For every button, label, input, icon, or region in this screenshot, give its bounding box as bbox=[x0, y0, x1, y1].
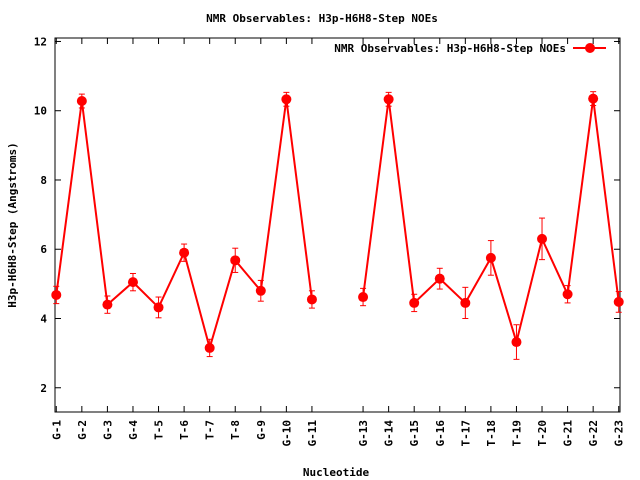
x-tick-label: G-16 bbox=[434, 420, 447, 447]
x-tick-label: T-6 bbox=[178, 420, 191, 440]
x-tick-label: T-7 bbox=[204, 420, 217, 440]
x-tick-label: T-19 bbox=[510, 420, 523, 447]
data-point bbox=[102, 299, 113, 310]
x-tick-label: G-23 bbox=[613, 420, 626, 447]
x-axis-label: Nucleotide bbox=[303, 466, 370, 479]
x-tick-label: G-1 bbox=[50, 420, 63, 440]
x-tick-label: G-2 bbox=[76, 420, 89, 440]
data-point bbox=[230, 255, 241, 266]
x-tick-label: G-22 bbox=[587, 420, 600, 447]
y-tick-label: 12 bbox=[34, 35, 47, 48]
data-point bbox=[383, 94, 394, 105]
legend-marker bbox=[585, 43, 595, 53]
data-point bbox=[434, 273, 445, 284]
x-tick-label: G-15 bbox=[408, 420, 421, 447]
data-point bbox=[204, 342, 215, 353]
x-tick-label: T-18 bbox=[485, 420, 498, 447]
y-axis: 2 4 6 8 10 12 bbox=[34, 35, 620, 395]
y-axis-label: H3p-H6H8-Step (Angstroms) bbox=[6, 142, 19, 308]
y-tick-label: 10 bbox=[34, 105, 47, 118]
data-point bbox=[409, 297, 420, 308]
y-tick-label: 6 bbox=[40, 243, 47, 256]
x-axis: G-1 G-2 G-3 G-4 T-5 T-6 T-7 T-8 G-9 G-10 G-11 G-13 G… bbox=[50, 38, 626, 447]
x-tick-label: T-8 bbox=[229, 420, 242, 440]
data-point bbox=[255, 285, 266, 296]
y-tick-label: 8 bbox=[40, 174, 47, 187]
data-point bbox=[153, 302, 164, 313]
data-point bbox=[358, 292, 369, 303]
x-tick-label: G-10 bbox=[280, 420, 293, 447]
x-tick-label: G-13 bbox=[357, 420, 370, 447]
x-tick-label: T-5 bbox=[153, 420, 166, 440]
legend-label: NMR Observables: H3p-H6H8-Step NOEs bbox=[334, 42, 566, 55]
legend: NMR Observables: H3p-H6H8-Step NOEs bbox=[334, 42, 606, 55]
x-tick-label: G-3 bbox=[101, 420, 114, 440]
x-tick-label: G-9 bbox=[255, 420, 268, 440]
x-tick-label: G-11 bbox=[306, 420, 319, 447]
data-point bbox=[460, 297, 471, 308]
data-point bbox=[306, 294, 317, 305]
data-point bbox=[485, 252, 496, 263]
y-tick-label: 2 bbox=[40, 382, 47, 395]
series-layer bbox=[51, 91, 624, 360]
series-line bbox=[362, 98, 620, 346]
data-point bbox=[127, 277, 138, 288]
data-point bbox=[562, 289, 573, 300]
data-point bbox=[51, 289, 62, 300]
data-point bbox=[537, 233, 548, 244]
x-tick-label: G-4 bbox=[127, 420, 140, 440]
x-tick-label: G-21 bbox=[562, 420, 575, 447]
series-line bbox=[55, 99, 313, 352]
data-point bbox=[588, 93, 599, 104]
data-point bbox=[511, 337, 522, 348]
x-tick-label: T-20 bbox=[536, 420, 549, 447]
x-tick-label: G-14 bbox=[383, 420, 396, 447]
data-point bbox=[179, 247, 190, 258]
chart-title: NMR Observables: H3p-H6H8-Step NOEs bbox=[206, 12, 438, 25]
y-tick-label: 4 bbox=[40, 313, 47, 326]
data-point bbox=[613, 296, 624, 307]
plot-frame bbox=[54, 37, 621, 413]
data-point bbox=[76, 96, 87, 107]
x-tick-label: T-17 bbox=[459, 420, 472, 447]
data-point bbox=[281, 94, 292, 105]
